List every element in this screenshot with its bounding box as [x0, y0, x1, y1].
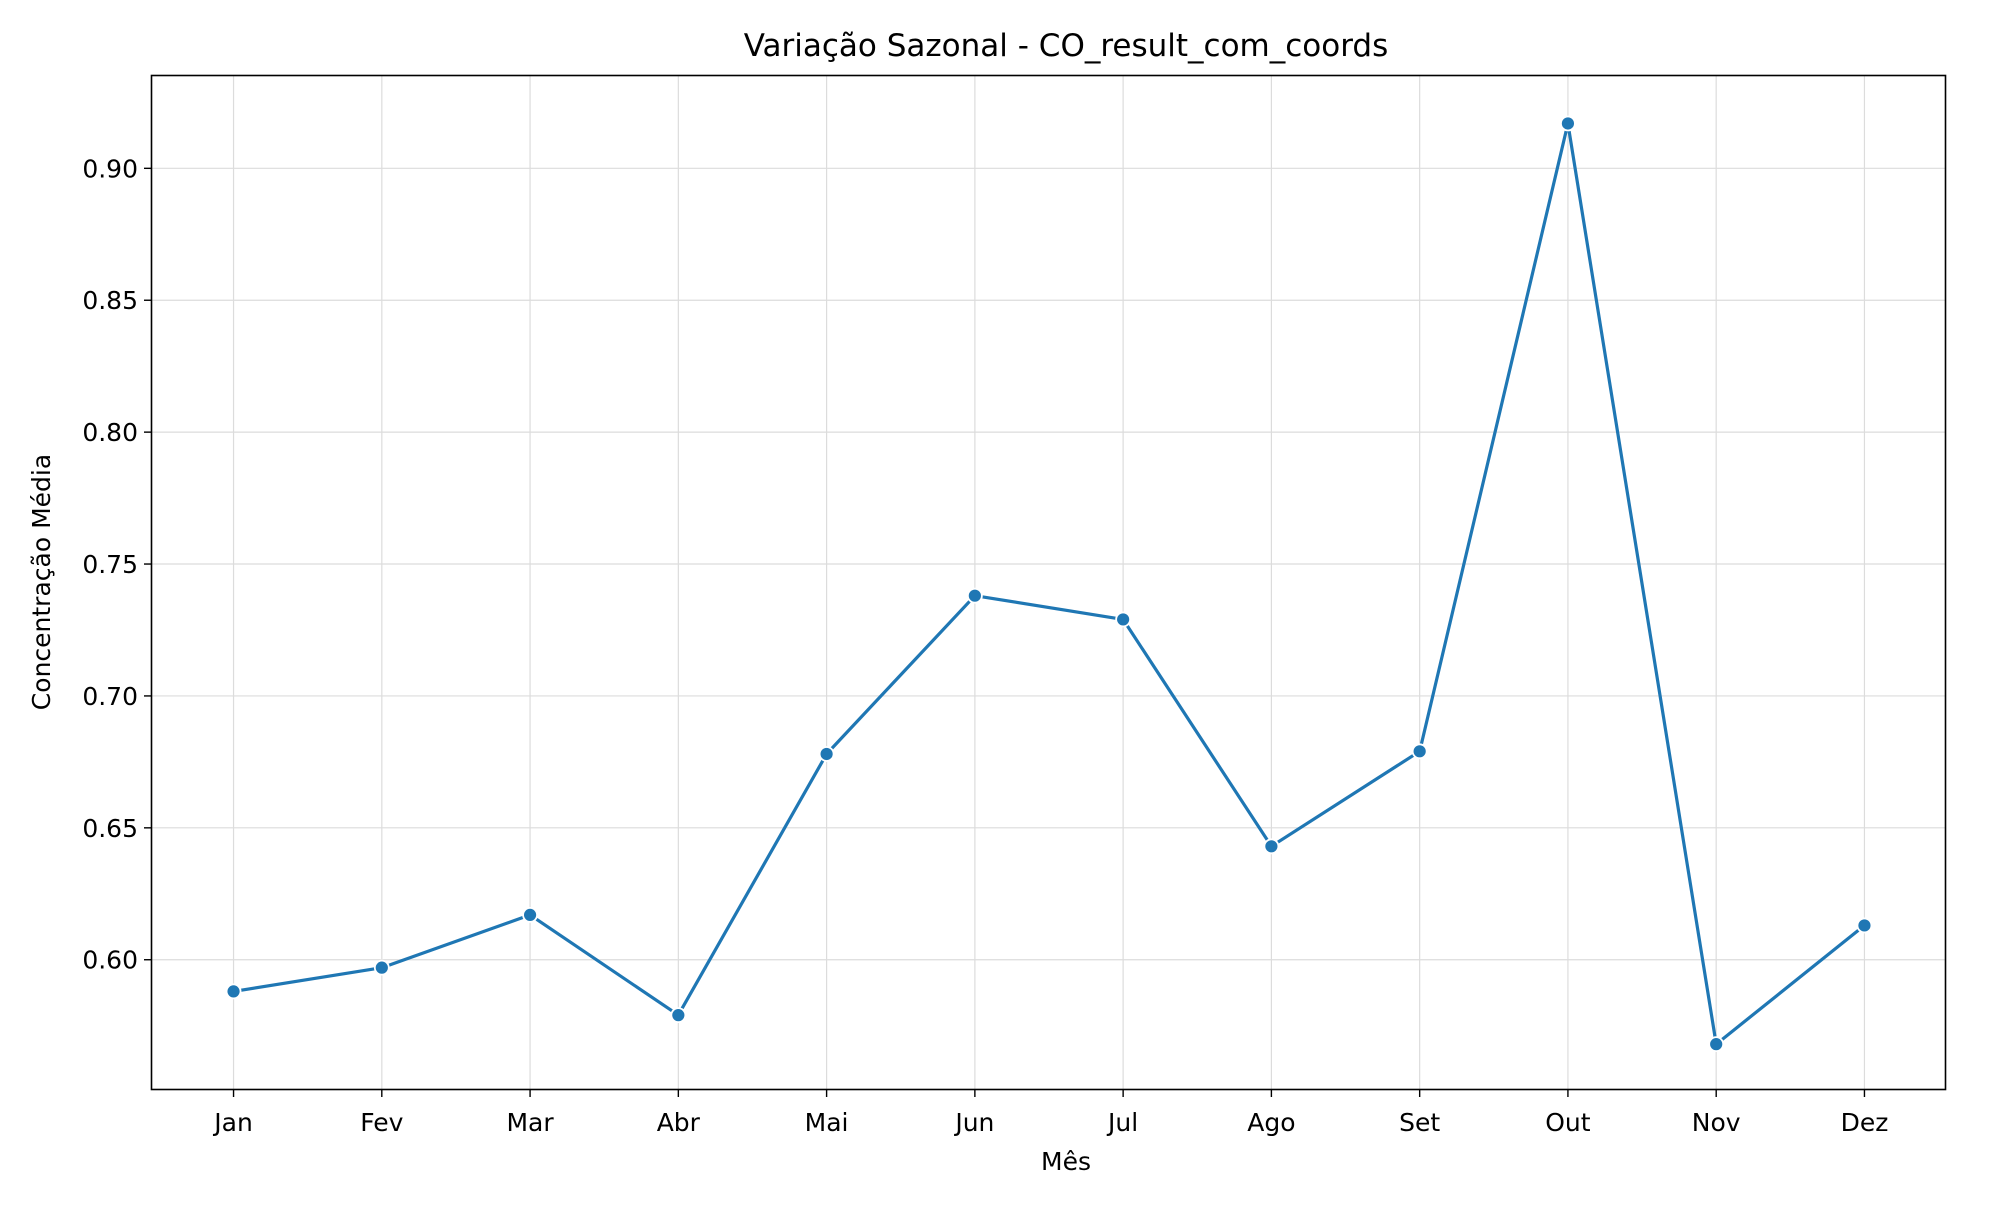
y-tick-label: 0.90 [82, 154, 138, 183]
x-tick-label: Jun [953, 1108, 994, 1137]
data-point-out [1560, 115, 1576, 132]
data-point-dez [1856, 917, 1873, 934]
y-tick-label: 0.65 [82, 814, 138, 843]
x-tick-label: Dez [1841, 1108, 1889, 1137]
chart-title: Variação Sazonal - CO_result_com_coords [744, 28, 1389, 64]
data-point-ago [1263, 838, 1280, 855]
y-tick-label: 0.85 [82, 286, 138, 315]
data-point-fev [373, 959, 390, 976]
x-tick-label: Set [1399, 1108, 1440, 1137]
x-tick-label: Fev [360, 1108, 403, 1137]
y-tick-label: 0.60 [82, 946, 138, 975]
x-tick-label: Jul [1106, 1108, 1138, 1137]
points-layer [225, 115, 1873, 1053]
y-tick-label: 0.75 [82, 550, 138, 579]
grid-layer [152, 76, 1946, 1089]
series-layer [233, 121, 1866, 1046]
x-axis: Jan Fev Mar Abr Mai Jun Jul Ago Set Out Nov Dez [212, 1089, 1888, 1137]
x-tick-label: Nov [1692, 1108, 1741, 1137]
y-tick-label: 0.80 [82, 418, 138, 447]
data-point-nov [1708, 1036, 1725, 1053]
x-tick-label: Out [1545, 1108, 1591, 1137]
series-line [233, 121, 1866, 1046]
data-point-jan [225, 983, 242, 1000]
data-point-abr [670, 1007, 687, 1024]
x-tick-label: Mar [506, 1108, 554, 1137]
x-tick-label: Abr [657, 1108, 701, 1137]
plot-frame [150, 74, 1947, 1091]
x-tick-label: Jan [212, 1108, 253, 1137]
data-point-set [1411, 743, 1428, 760]
x-tick-label: Mai [805, 1108, 849, 1137]
y-tick-label: 0.70 [82, 682, 138, 711]
data-point-jun [966, 587, 983, 604]
y-axis-label: Concentração Média [27, 454, 56, 710]
y-axis: 0.60 0.65 0.70 0.75 0.80 0.85 0.90 [82, 154, 152, 975]
x-tick-label: Ago [1247, 1108, 1295, 1137]
x-axis-label: Mês [1041, 1147, 1091, 1176]
data-point-mai [818, 746, 835, 762]
data-point-jul [1115, 611, 1132, 628]
data-point-mar [522, 906, 538, 923]
